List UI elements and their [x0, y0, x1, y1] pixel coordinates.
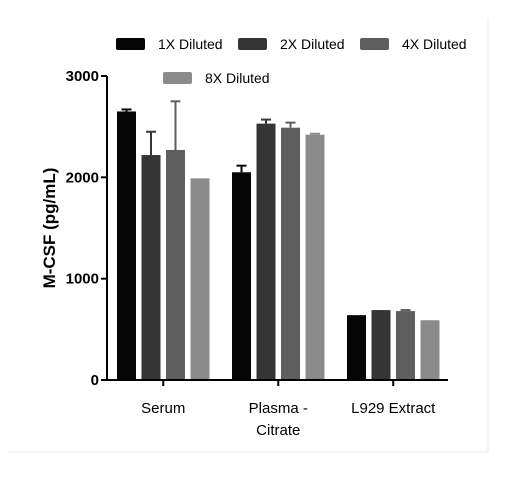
- legend-label: 4X Diluted: [402, 36, 467, 52]
- legend-swatch: [163, 72, 192, 84]
- bar: [232, 172, 251, 380]
- bar: [305, 134, 325, 380]
- x-tick-label: L929 Extract: [351, 400, 436, 417]
- bar: [396, 311, 415, 380]
- bar: [347, 315, 366, 380]
- bar: [281, 127, 300, 381]
- legend-label: 8X Diluted: [205, 70, 270, 86]
- x-tick-label: Serum: [141, 400, 185, 417]
- y-tick-label: 0: [91, 372, 99, 389]
- bar: [166, 149, 185, 380]
- axes-layer: 0 1000 2000 3000 Serum Plasma -Citrate L929 Ex…: [66, 68, 448, 439]
- bar: [141, 155, 161, 380]
- legend-swatch: [116, 38, 145, 50]
- y-tick-label: 2000: [66, 169, 99, 186]
- legend-label: 2X Diluted: [280, 36, 345, 52]
- bar: [117, 111, 136, 380]
- bar: [190, 178, 210, 380]
- bar: [371, 310, 391, 380]
- legend-label: 1X Diluted: [158, 36, 223, 52]
- y-axis-label: M-CSF (pg/mL): [40, 168, 59, 289]
- y-tick-label: 3000: [66, 68, 99, 85]
- legend: 1X Diluted 2X Diluted 4X Diluted 8X Diluted: [116, 36, 467, 86]
- x-tick-label: Plasma -Citrate: [249, 400, 308, 439]
- bar: [420, 320, 440, 380]
- legend-swatch: [360, 38, 389, 50]
- legend-swatch: [238, 38, 267, 50]
- bar: [256, 123, 276, 381]
- bars-layer: [117, 100, 440, 381]
- y-tick-label: 1000: [66, 271, 99, 288]
